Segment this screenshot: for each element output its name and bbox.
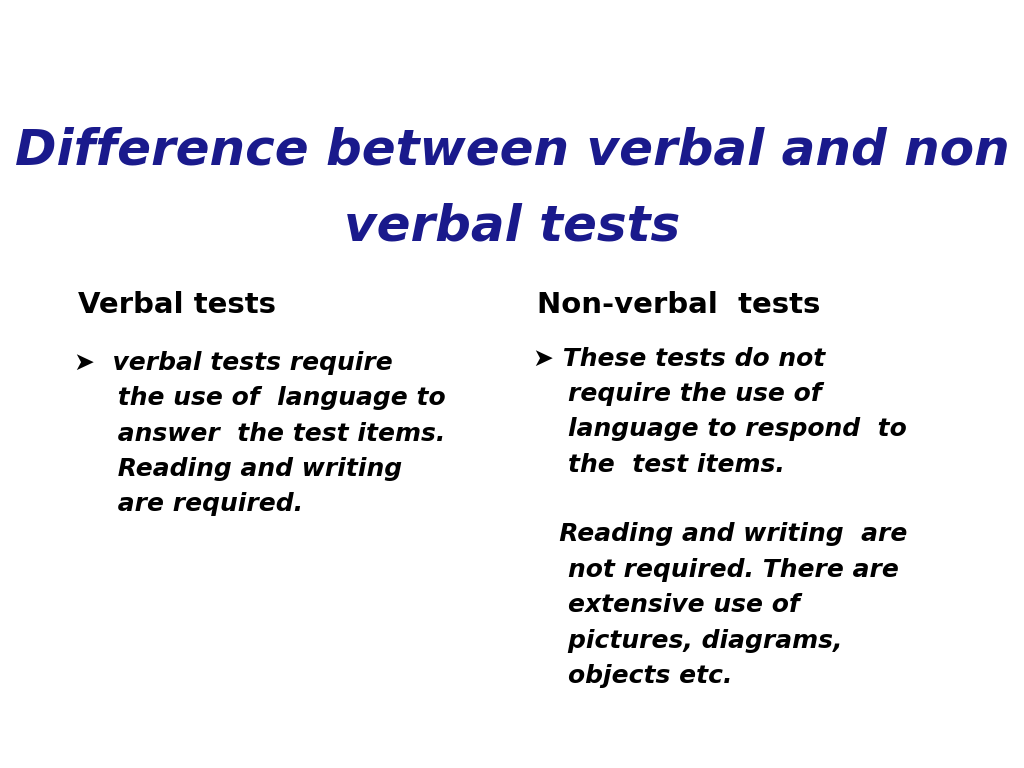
Text: ➤ These tests do not
    require the use of
    language to respond  to
    the : ➤ These tests do not require the use of … bbox=[532, 346, 906, 477]
Text: ➤  verbal tests require
     the use of  language to
     answer  the test items: ➤ verbal tests require the use of langua… bbox=[74, 351, 445, 516]
Text: Reading and writing  are
    not required. There are
    extensive use of
    pi: Reading and writing are not required. Th… bbox=[532, 522, 907, 688]
Text: Difference between verbal and non: Difference between verbal and non bbox=[14, 127, 1010, 174]
Text: Verbal tests: Verbal tests bbox=[79, 291, 276, 319]
Text: Non-verbal  tests: Non-verbal tests bbox=[538, 291, 820, 319]
Text: verbal tests: verbal tests bbox=[344, 203, 680, 250]
